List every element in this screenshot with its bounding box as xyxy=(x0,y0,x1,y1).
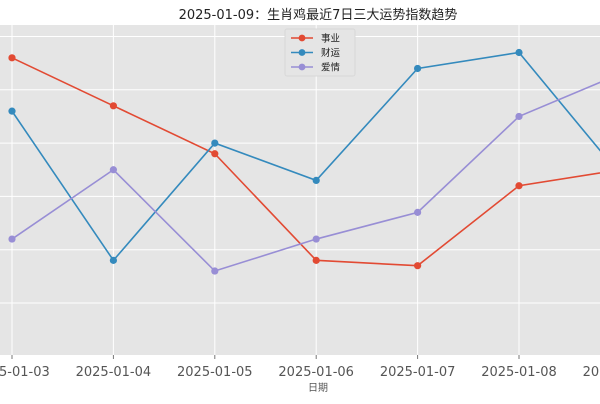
x-tick-label: 2025-01-06 xyxy=(278,365,354,380)
data-point xyxy=(8,107,16,115)
data-point xyxy=(515,48,523,57)
chart-title: 2025-01-09：生肖鸡最近7日三大运势指数趋势 xyxy=(179,7,458,23)
data-point xyxy=(211,150,219,158)
grid xyxy=(0,25,600,355)
plot-area xyxy=(0,25,600,355)
data-point xyxy=(109,166,117,174)
x-tick-label: 2025-01-09 xyxy=(583,365,600,380)
legend-marker xyxy=(298,49,306,56)
data-point xyxy=(414,208,422,216)
data-point xyxy=(109,102,117,110)
data-point xyxy=(312,235,320,243)
x-axis-label: 日期 xyxy=(308,382,328,394)
data-point xyxy=(515,112,523,121)
x-tick-label: 2025-01-03 xyxy=(0,365,50,380)
legend-label: 财运 xyxy=(321,47,341,59)
legend-label: 事业 xyxy=(321,33,340,45)
legend-label: 爱情 xyxy=(321,62,341,74)
x-tick-label: 2025-01-04 xyxy=(76,365,152,380)
data-point xyxy=(414,262,422,270)
data-point xyxy=(312,176,320,185)
data-point xyxy=(211,139,219,147)
data-point xyxy=(312,256,320,264)
data-point xyxy=(109,256,117,264)
data-point xyxy=(211,267,219,275)
data-point xyxy=(515,182,523,190)
data-point xyxy=(8,54,16,62)
x-tick-label: 2025-01-05 xyxy=(177,365,253,380)
x-tick-label: 2025-01-08 xyxy=(481,365,557,380)
legend-marker xyxy=(298,34,306,42)
series-lines xyxy=(8,48,600,275)
x-tick-label: 2025-01-07 xyxy=(380,365,456,380)
x-axis: 2025-01-03 2025-01-04 2025-01-05 2025-01-06… xyxy=(0,355,600,380)
data-point xyxy=(8,235,16,243)
legend-marker xyxy=(298,63,306,71)
data-point xyxy=(414,64,422,73)
